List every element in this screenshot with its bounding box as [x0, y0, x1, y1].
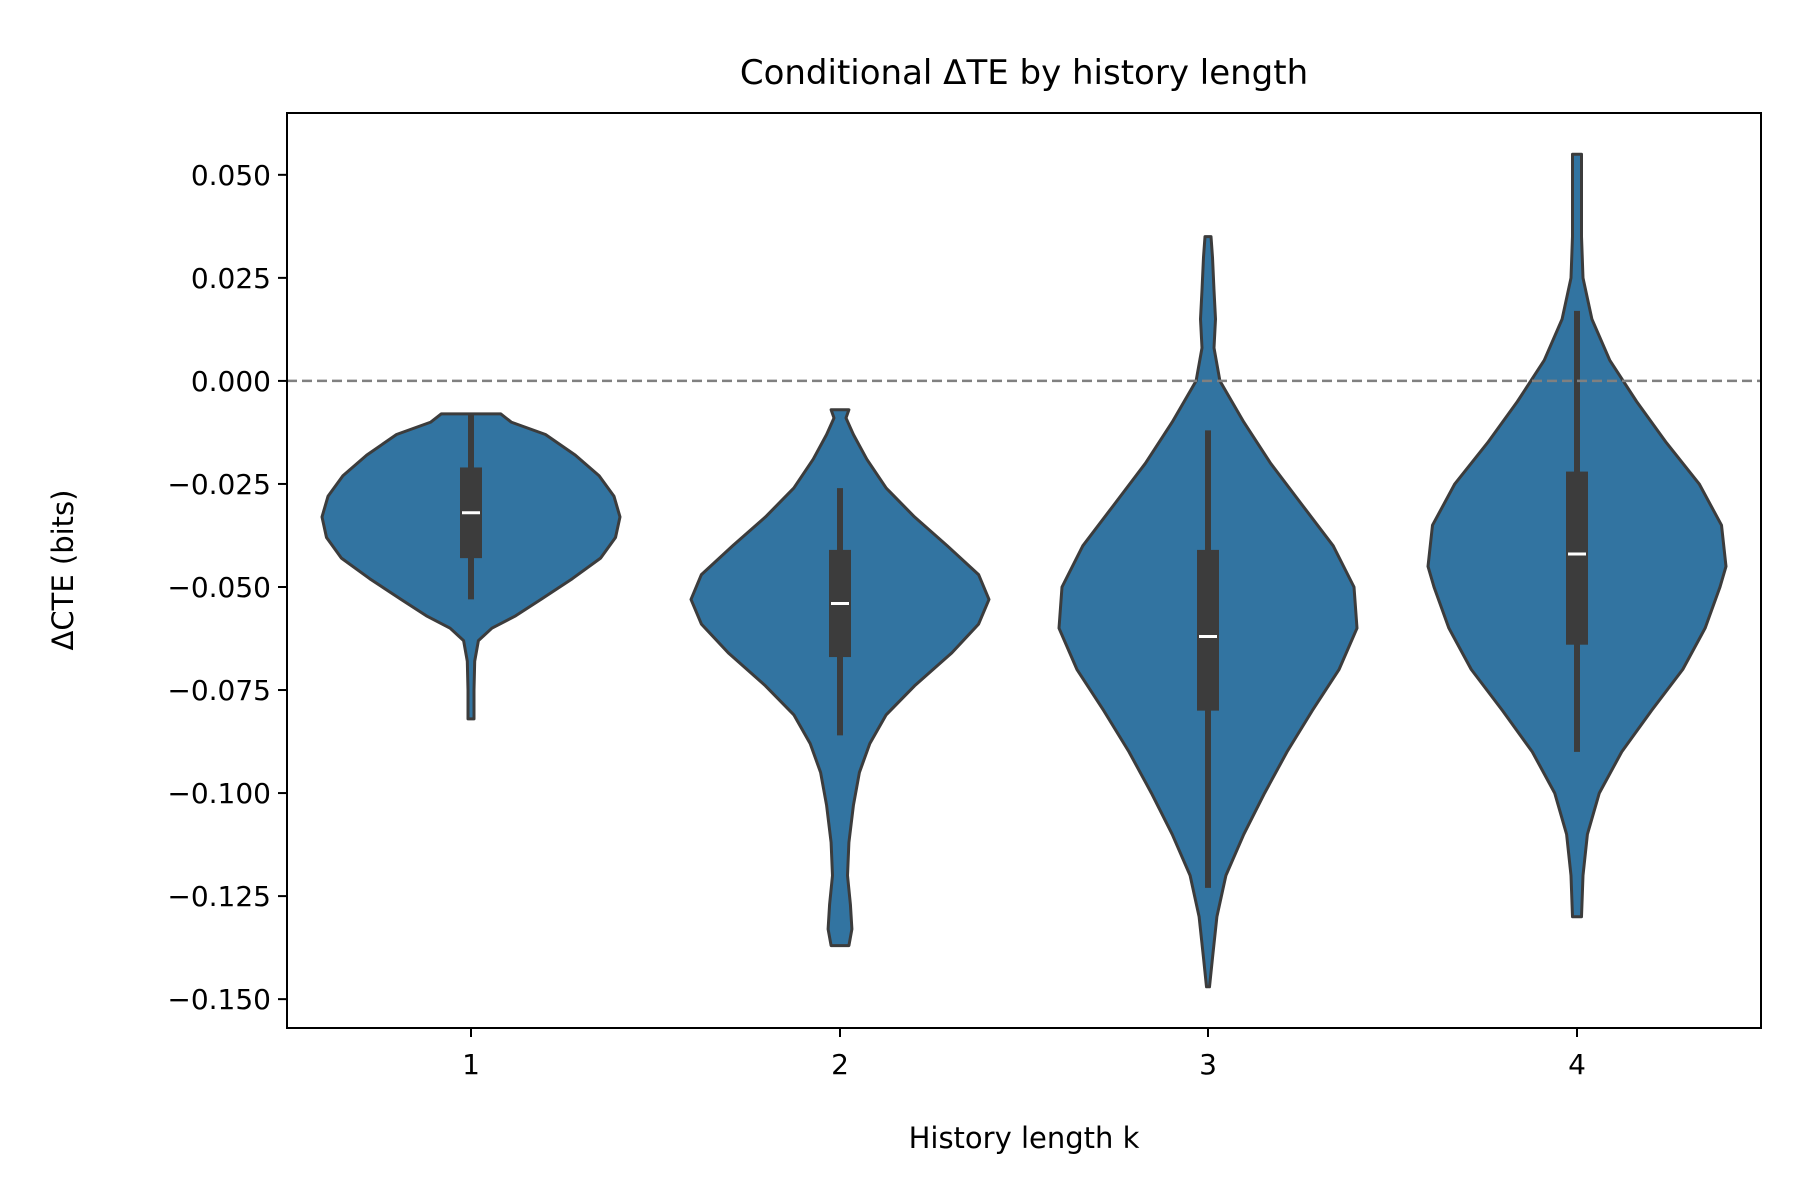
y-tick-label: −0.025 — [167, 468, 271, 501]
y-tick-label: −0.075 — [167, 674, 271, 707]
violin-iqr-box — [1197, 549, 1219, 711]
y-tick-label: 0.050 — [191, 159, 271, 192]
y-axis-label: ΔCTE (bits) — [46, 490, 80, 651]
violin-3 — [1057, 235, 1359, 989]
y-tick-label: −0.050 — [167, 571, 271, 604]
y-axis-ticks: 0.050 0.025 0.000 −0.025 −0.050 −0.075 −0.100 −… — [167, 159, 287, 1016]
violin-4 — [1426, 152, 1728, 919]
x-tick-label: 1 — [462, 1048, 480, 1081]
y-tick-label: 0.025 — [191, 262, 271, 295]
plot-frame — [286, 112, 1762, 1029]
y-tick-label: −0.100 — [167, 777, 271, 810]
violin-2 — [689, 408, 991, 948]
y-tick-label: −0.150 — [167, 983, 271, 1016]
y-tick-label: 0.000 — [191, 365, 271, 398]
plot-area — [287, 152, 1761, 989]
violin-1 — [320, 412, 622, 721]
chart-title: Conditional ΔTE by history length — [740, 53, 1308, 93]
violin-iqr-box — [1566, 471, 1588, 645]
x-tick-label: 2 — [831, 1048, 849, 1081]
x-tick-label: 4 — [1568, 1048, 1586, 1081]
x-tick-label: 3 — [1199, 1048, 1217, 1081]
y-tick-label: −0.125 — [167, 880, 271, 913]
x-axis-ticks: 1 2 3 4 — [462, 1028, 1586, 1081]
x-axis-label: History length k — [909, 1121, 1140, 1155]
